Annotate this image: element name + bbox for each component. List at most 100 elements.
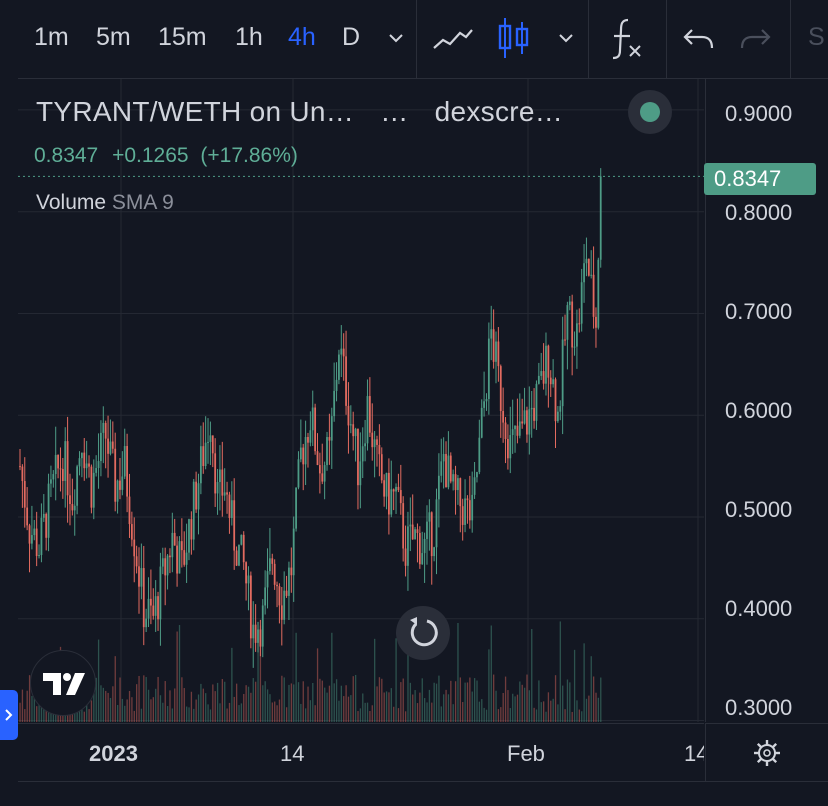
volume-bar xyxy=(316,648,319,722)
redo-icon[interactable] xyxy=(738,24,772,54)
timeframe-15m[interactable]: 15m xyxy=(158,23,207,51)
volume-bar xyxy=(507,690,509,722)
undo-icon[interactable] xyxy=(682,24,716,54)
volume-bar xyxy=(83,711,85,722)
volume-bar xyxy=(326,692,328,722)
chart-toolbar: 1m 5m 15m 1h 4h D S xyxy=(18,0,828,79)
volume-bar xyxy=(516,694,519,722)
candle-body xyxy=(173,532,176,546)
snapshot-button-partial[interactable]: S xyxy=(808,23,825,51)
volume-bar xyxy=(564,709,566,722)
volume-bar xyxy=(385,691,388,722)
candle-body xyxy=(316,451,319,466)
volume-bar xyxy=(364,702,366,722)
volume-bar xyxy=(588,695,590,722)
candle-body xyxy=(485,398,488,402)
price-axis[interactable] xyxy=(705,79,828,722)
candle-body xyxy=(228,494,231,518)
candle-body xyxy=(221,469,224,496)
volume-bar xyxy=(407,635,409,722)
candles-icon[interactable] xyxy=(496,16,532,60)
candle-body xyxy=(314,407,317,452)
candle-body xyxy=(502,410,505,423)
volume-indicator-name: Volume xyxy=(36,191,107,214)
volume-bar xyxy=(471,691,473,722)
candle-body xyxy=(128,496,131,525)
volume-bar xyxy=(226,708,228,722)
candle-body xyxy=(107,438,109,454)
fx-indicators-icon[interactable] xyxy=(608,16,648,62)
expand-panel-tab[interactable] xyxy=(0,690,18,740)
candle-body xyxy=(421,553,424,565)
candle-body xyxy=(376,439,378,445)
candle-body xyxy=(487,338,490,399)
volume-bar xyxy=(212,684,214,722)
price-tick-label: 0.7000 xyxy=(725,299,793,324)
volume-bar xyxy=(576,700,578,722)
candle-body xyxy=(290,567,293,576)
candle-body xyxy=(437,475,440,500)
volume-bar xyxy=(562,685,564,722)
volume-bar xyxy=(259,625,262,722)
candlestick-chart[interactable] xyxy=(18,79,704,722)
time-axis[interactable] xyxy=(18,723,704,782)
candle-body xyxy=(476,472,478,478)
chart-pane[interactable] xyxy=(18,79,704,722)
candle-body xyxy=(307,437,309,443)
volume-bar xyxy=(43,703,45,722)
volume-bar xyxy=(285,707,288,722)
candle-body xyxy=(90,466,93,508)
chevron-down-icon[interactable] xyxy=(556,30,576,46)
symbol-legend[interactable]: TYRANT/WETH on Un… … dexscre… xyxy=(36,96,563,128)
volume-bar xyxy=(181,677,183,722)
volume-bar xyxy=(295,632,297,722)
volume-bar xyxy=(116,705,119,722)
candle-body xyxy=(33,528,36,536)
candle-body xyxy=(592,274,595,317)
volume-bar xyxy=(193,708,195,722)
candle-body xyxy=(433,547,436,557)
timeframe-1h[interactable]: 1h xyxy=(235,23,263,51)
volume-bar xyxy=(319,678,321,722)
tradingview-logo[interactable] xyxy=(30,650,96,716)
volume-bar xyxy=(243,693,245,722)
candle-body xyxy=(414,529,416,540)
volume-bar xyxy=(152,697,154,722)
candle-body xyxy=(240,534,243,545)
gear-icon[interactable] xyxy=(752,738,782,768)
volume-bar xyxy=(100,685,102,722)
candle-body xyxy=(47,483,50,538)
timeframe-1m[interactable]: 1m xyxy=(34,23,69,51)
volume-bar xyxy=(81,708,83,722)
candle-body xyxy=(566,305,569,340)
candle-body xyxy=(595,316,597,328)
reset-rotate-icon xyxy=(410,617,438,647)
volume-bar xyxy=(350,695,352,722)
volume-bar xyxy=(578,709,580,722)
line-chart-icon[interactable] xyxy=(432,24,474,54)
candle-body xyxy=(61,468,64,481)
volume-bar xyxy=(202,688,204,722)
candle-body xyxy=(435,499,438,548)
volume-bar xyxy=(571,711,573,722)
volume-bar xyxy=(88,709,90,722)
timeframe-D[interactable]: D xyxy=(342,23,361,51)
volume-bar xyxy=(171,708,174,722)
volume-bar xyxy=(216,682,219,722)
volume-bar xyxy=(169,690,171,722)
candle-body xyxy=(169,555,171,558)
volume-bar xyxy=(354,674,357,722)
reset-chart-button[interactable] xyxy=(396,606,450,660)
volume-bar xyxy=(583,643,585,722)
volume-bar xyxy=(124,705,126,722)
volume-indicator-legend[interactable]: Volume SMA 9 xyxy=(36,191,174,215)
volume-bar xyxy=(128,690,131,722)
volume-bar xyxy=(440,706,442,722)
volume-bar xyxy=(97,639,100,722)
volume-bar xyxy=(174,688,176,722)
timeframe-4h[interactable]: 4h xyxy=(288,23,316,51)
chevron-down-icon[interactable] xyxy=(386,30,406,46)
timeframe-5m[interactable]: 5m xyxy=(96,23,131,51)
volume-bar xyxy=(228,702,231,722)
volume-bar xyxy=(412,694,414,722)
